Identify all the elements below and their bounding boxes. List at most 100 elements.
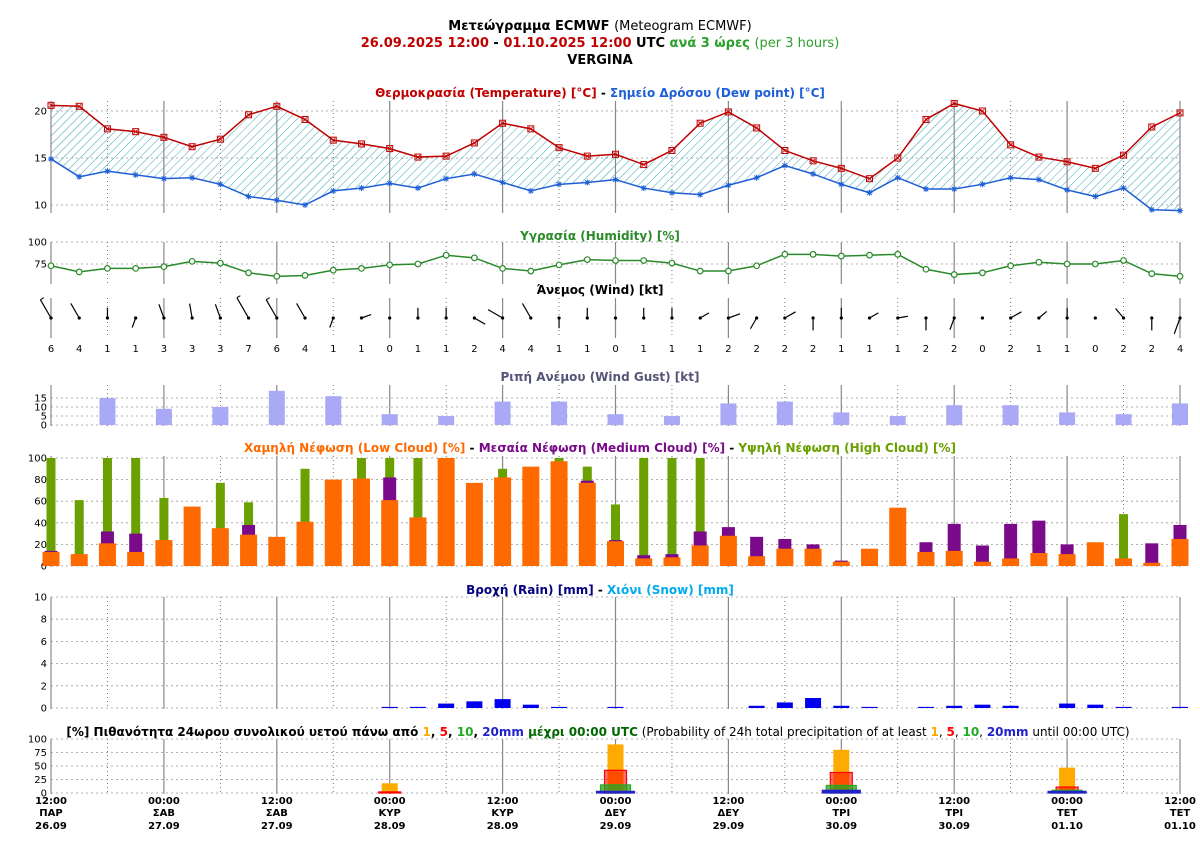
temperature-point <box>555 144 563 152</box>
x-label-day: ΚΥΡ <box>379 808 401 819</box>
humidity-point <box>555 261 563 269</box>
high-cloud-bar <box>46 458 56 566</box>
dew-point-point <box>781 162 788 169</box>
wind-barb-flag <box>265 297 270 301</box>
gust-bar <box>607 414 624 425</box>
temperature-point <box>442 152 450 160</box>
temperature-point-cross <box>782 148 788 153</box>
temperature-point <box>978 107 986 115</box>
temperature-point-cross <box>189 144 195 150</box>
range-utc: UTC <box>636 36 665 51</box>
wind-speed-label: 1 <box>415 344 421 355</box>
wind-speed-label: 2 <box>1120 344 1126 355</box>
humidity-point <box>1148 270 1156 278</box>
dew-point-point <box>104 168 111 175</box>
temperature-point <box>1035 153 1043 161</box>
high-cloud-bar <box>159 497 169 566</box>
prob-ytick-25: 25 <box>34 775 47 786</box>
temperature-point-cross <box>302 117 308 122</box>
humidity-point <box>1007 262 1015 270</box>
probability-title-part-11: , <box>939 725 947 739</box>
wind-barb <box>214 304 221 319</box>
temperature-point <box>866 175 874 183</box>
humidity-point <box>1063 260 1071 268</box>
cloud-ytick-40: 40 <box>34 518 47 529</box>
humidity-point <box>442 251 450 259</box>
x-label-date: 30.09 <box>938 821 970 832</box>
temperature-point-cross <box>443 153 449 159</box>
wind-speed-label: 6 <box>274 344 280 355</box>
rain-bar <box>805 698 822 708</box>
range-sep: - <box>493 36 499 51</box>
wind-speed-label: 1 <box>330 344 336 355</box>
x-label-date: 27.09 <box>261 821 293 832</box>
temperature-point <box>499 119 507 127</box>
prob-ytick-50: 50 <box>34 762 47 773</box>
dew-point-point <box>1007 174 1014 181</box>
x-label-day: ΤΕΤ <box>1057 808 1078 819</box>
rain-bar <box>861 706 878 708</box>
rain-bar <box>1115 706 1132 708</box>
wind-panel-title: Άνεμος (Wind) [kt] <box>536 283 663 297</box>
wind-barb <box>897 315 908 319</box>
probability-title-part-0: [%] Πιθανότητα 24ωρου συνολικού υετού πά… <box>66 725 422 739</box>
dew-point-point <box>48 155 54 162</box>
humidity-point <box>75 268 83 276</box>
wind-speed-label: 1 <box>443 344 449 355</box>
x-label-day: ΔΕΥ <box>605 808 628 819</box>
rain-bar <box>776 702 793 708</box>
high-cloud-bar <box>300 468 310 566</box>
humidity-point <box>301 272 309 279</box>
high-cloud-bar <box>413 458 423 566</box>
humidity-point <box>160 263 168 271</box>
wind-station-dot <box>388 316 392 320</box>
humidity-point <box>358 265 365 272</box>
dew-point-point <box>1035 176 1042 183</box>
wind-barb <box>869 312 879 319</box>
probability-title-part-15: , <box>979 725 987 739</box>
wind-speed-label: 1 <box>838 344 844 355</box>
gust-bar <box>551 401 568 425</box>
probability-bar-20mm <box>1047 790 1087 794</box>
dew-point-point <box>302 202 309 208</box>
cloud-ytick-100: 100 <box>28 454 47 465</box>
temp-ytick-20: 20 <box>34 107 47 118</box>
gust-bar <box>1172 403 1188 425</box>
humidity-point <box>470 254 478 262</box>
x-label-date: 29.09 <box>600 821 632 832</box>
probability-title-part-9: (Probability of 24h total precipitation … <box>638 725 931 739</box>
rain-ytick-2: 2 <box>41 681 47 692</box>
low-cloud-bar <box>522 466 540 566</box>
gust-bar <box>438 416 455 425</box>
wind-barb-flag <box>40 297 45 301</box>
low-cloud-bar <box>663 557 681 566</box>
temperature-point-cross <box>697 120 703 126</box>
wind-speed-label: 1 <box>104 344 110 355</box>
probability-title-part-8: μέχρι 00:00 UTC <box>524 725 638 739</box>
rain-bar <box>917 706 934 708</box>
low-cloud-bar <box>748 556 766 566</box>
probability-title-part-7: 20mm <box>482 725 524 739</box>
dew-point-point <box>132 171 139 178</box>
dew-point-point <box>612 176 619 183</box>
low-cloud-bar <box>1030 553 1048 566</box>
wind-speed-label: 1 <box>895 344 901 355</box>
temperature-point <box>160 133 168 141</box>
humidity-point <box>894 250 902 258</box>
probability-bar-20mm <box>595 790 636 794</box>
humidity-point <box>781 250 789 258</box>
wind-speed-label: 3 <box>189 344 195 355</box>
wind-speed-label: 1 <box>641 344 647 355</box>
x-label-time: 00:00 <box>600 796 632 807</box>
temperature-point <box>724 108 732 116</box>
humidity-point <box>245 269 252 277</box>
low-cloud-bar <box>42 551 60 566</box>
x-label-day: ΚΥΡ <box>491 808 513 819</box>
wind-barb <box>521 303 532 319</box>
humidity-point <box>499 265 507 272</box>
medium-cloud-bar <box>975 545 989 566</box>
wind-speed-label: 1 <box>697 344 703 355</box>
wind-speed-label: 1 <box>132 344 138 355</box>
rain-bar <box>1087 704 1104 708</box>
range-start: 26.09.2025 12:00 <box>360 36 489 51</box>
